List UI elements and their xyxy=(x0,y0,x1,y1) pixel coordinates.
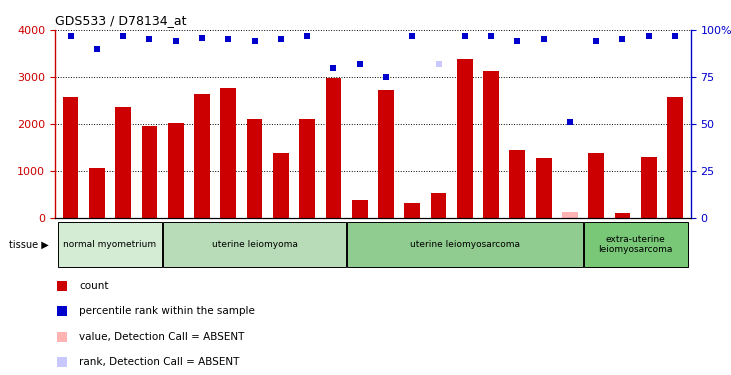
Bar xyxy=(246,119,262,218)
Text: uterine leiomyosarcoma: uterine leiomyosarcoma xyxy=(410,240,520,249)
Text: value, Detection Call = ABSENT: value, Detection Call = ABSENT xyxy=(79,332,244,342)
Bar xyxy=(378,90,394,218)
Bar xyxy=(667,97,683,218)
Bar xyxy=(641,157,656,218)
Text: normal myometrium: normal myometrium xyxy=(64,240,156,249)
Bar xyxy=(115,107,131,218)
Bar xyxy=(483,71,499,217)
Bar xyxy=(510,150,526,217)
Text: percentile rank within the sample: percentile rank within the sample xyxy=(79,306,255,316)
FancyBboxPatch shape xyxy=(347,222,583,267)
Bar xyxy=(220,88,236,218)
FancyBboxPatch shape xyxy=(583,222,688,267)
Bar xyxy=(273,153,289,218)
Bar xyxy=(562,212,577,217)
Text: uterine leiomyoma: uterine leiomyoma xyxy=(211,240,298,249)
Bar xyxy=(404,202,420,217)
Text: GDS533 / D78134_at: GDS533 / D78134_at xyxy=(55,15,186,27)
Bar xyxy=(325,78,341,218)
Bar xyxy=(536,158,551,218)
Text: count: count xyxy=(79,281,108,291)
FancyBboxPatch shape xyxy=(58,222,162,267)
FancyBboxPatch shape xyxy=(163,222,346,267)
Text: tissue ▶: tissue ▶ xyxy=(9,240,48,250)
Bar xyxy=(299,118,315,218)
Bar xyxy=(194,94,210,218)
Text: extra-uterine
leiomyosarcoma: extra-uterine leiomyosarcoma xyxy=(599,235,673,254)
Bar xyxy=(142,126,157,218)
Bar xyxy=(588,153,604,218)
Bar xyxy=(615,213,630,217)
Bar xyxy=(63,97,78,218)
Bar xyxy=(168,123,183,218)
Bar xyxy=(431,193,447,217)
Bar xyxy=(352,200,368,217)
Text: rank, Detection Call = ABSENT: rank, Detection Call = ABSENT xyxy=(79,357,239,367)
Bar xyxy=(89,168,105,217)
Bar xyxy=(457,59,473,217)
